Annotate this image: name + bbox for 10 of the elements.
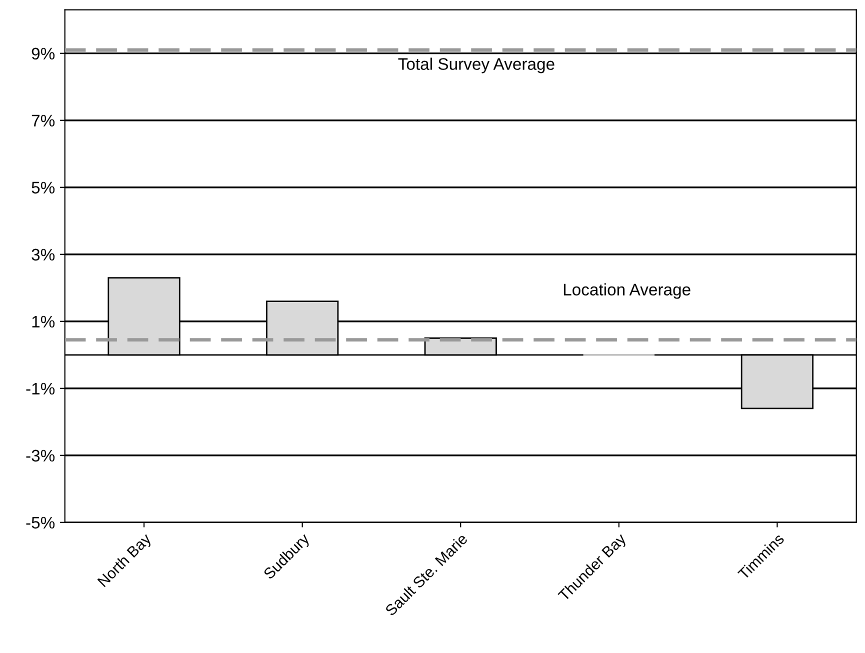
y-tick-label: -3% [26, 450, 55, 462]
y-tick-label: 5% [32, 182, 55, 194]
y-tick-label: 3% [32, 248, 55, 261]
ref-line-label: Location Average [564, 283, 690, 299]
y-tick-label: 9% [32, 48, 55, 60]
ref-line-label: Total Survey Average [398, 58, 554, 74]
y-tick-label: -1% [26, 382, 55, 395]
y-tick-label: 1% [32, 316, 55, 328]
y-tick-label: -5% [26, 516, 55, 529]
y-tick-label: 7% [32, 114, 55, 126]
